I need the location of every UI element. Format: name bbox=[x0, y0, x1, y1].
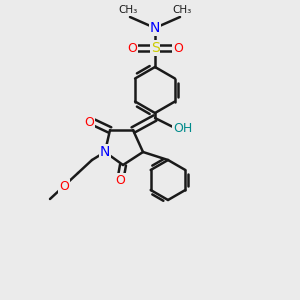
Text: O: O bbox=[173, 41, 183, 55]
Text: N: N bbox=[100, 145, 110, 159]
Text: OH: OH bbox=[173, 122, 193, 134]
Text: O: O bbox=[84, 116, 94, 128]
Text: O: O bbox=[127, 41, 137, 55]
Text: O: O bbox=[59, 179, 69, 193]
Text: N: N bbox=[150, 21, 160, 35]
Text: O: O bbox=[115, 173, 125, 187]
Text: CH₃: CH₃ bbox=[118, 5, 138, 15]
Text: S: S bbox=[151, 41, 159, 55]
Text: CH₃: CH₃ bbox=[172, 5, 192, 15]
